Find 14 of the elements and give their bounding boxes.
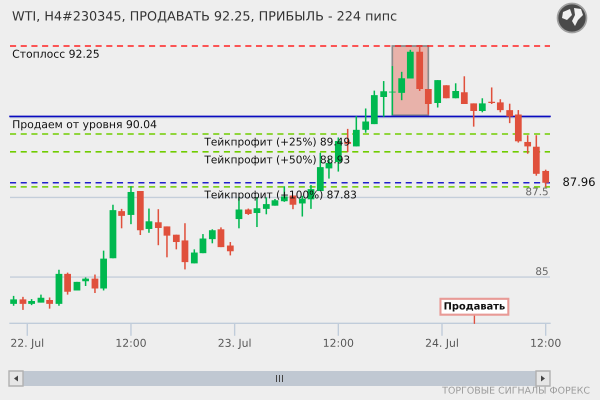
ref-line-label: Стоплосс 92.25 xyxy=(12,50,99,58)
ref-line-label: Продаем от уровня 90.04 xyxy=(13,120,156,130)
x-tick-label: 12:00 xyxy=(324,338,354,347)
chart-title: WTI, H4#230345, ПРОДАВАТЬ 92.25, ПРИБЫЛЬ - 224 пипс xyxy=(12,11,396,23)
x-tick-label: 12:00 xyxy=(116,338,146,347)
ref-line-label: 87.96 xyxy=(563,177,595,186)
x-tick-label: 22. Jul xyxy=(11,338,44,349)
y-tick-label: 85 xyxy=(536,267,548,276)
x-tick-label: 12:00 xyxy=(531,338,561,347)
text: ТОРГОВЫЕ СИГНАЛЫ ФОРЕКС xyxy=(442,386,590,394)
y-tick-label: 87.5 xyxy=(526,188,548,196)
annotation: Продавать xyxy=(444,302,505,312)
x-tick-label: 24. Jul xyxy=(426,338,458,349)
x-tick-label: 23. Jul xyxy=(218,338,250,349)
